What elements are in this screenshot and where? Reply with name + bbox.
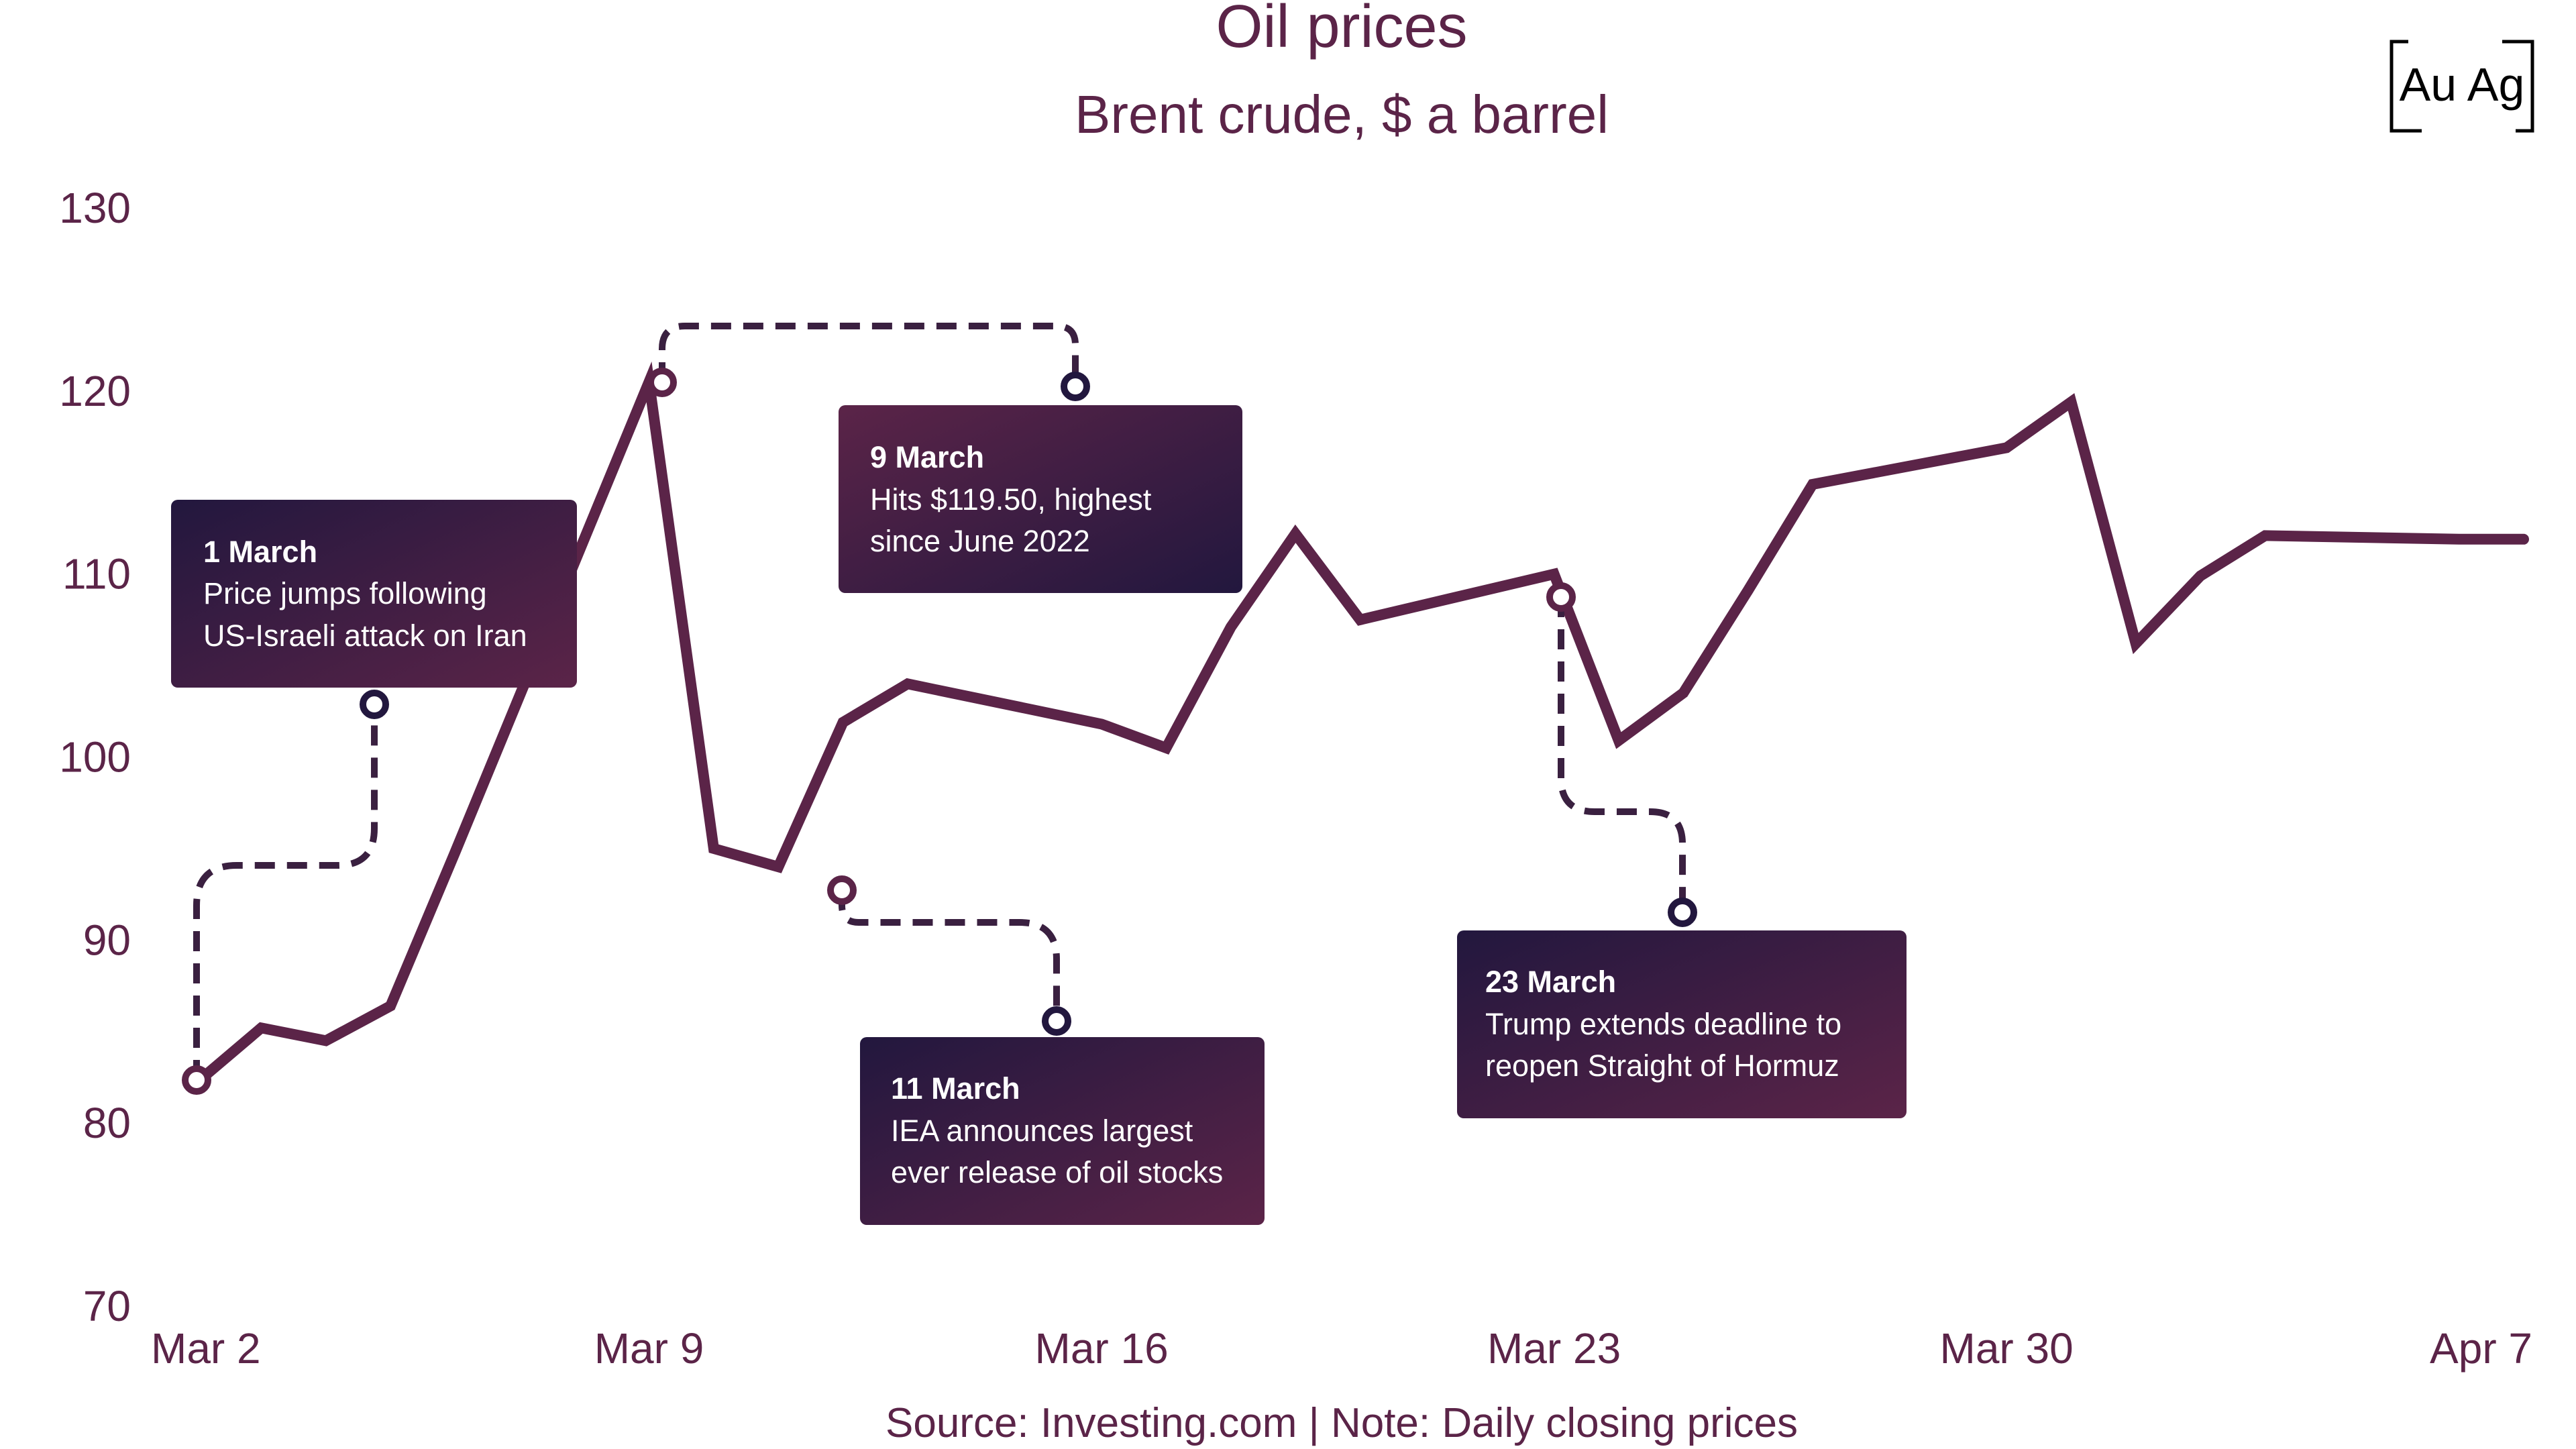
auag-logo: Au Ag (2390, 40, 2534, 133)
chart-title: Oil prices (1216, 0, 1467, 60)
x-tick-label: Apr 7 (2430, 1324, 2532, 1373)
annotation-box-23-march: 23 March Trump extends deadline to reope… (1457, 930, 1907, 1118)
y-tick-label: 130 (59, 184, 131, 232)
y-tick-label: 100 (59, 733, 131, 782)
annotation-line-2: since June 2022 (870, 524, 1090, 558)
connector-23-march (1558, 597, 1686, 912)
annotation-line-1: Price jumps following (203, 576, 487, 610)
marker-23-march-point (1546, 582, 1576, 612)
annotation-date: 1 March (203, 535, 317, 569)
marker-9-march-box (1061, 372, 1090, 401)
annotation-box-11-march: 11 March IEA announces largest ever rele… (860, 1037, 1265, 1225)
marker-9-march-point (647, 368, 677, 397)
marker-23-march-box (1668, 898, 1697, 927)
annotation-line-2: US-Israeli attack on Iran (203, 619, 527, 653)
chart-subtitle: Brent crude, $ a barrel (1075, 85, 1609, 144)
marker-1-march-box (360, 690, 389, 719)
x-tick-label: Mar 2 (151, 1324, 261, 1373)
annotation-line-1: Trump extends deadline to (1485, 1007, 1841, 1041)
x-tick-label: Mar 9 (594, 1324, 704, 1373)
y-tick-label: 110 (62, 550, 131, 598)
annotation-box-9-march: 9 March Hits $119.50, highest since June… (839, 405, 1242, 593)
connector-1-march (193, 704, 378, 1080)
y-tick-label: 80 (83, 1099, 131, 1147)
x-tick-label: Mar 16 (1035, 1324, 1169, 1373)
annotation-date: 9 March (870, 440, 984, 474)
marker-11-march-point (827, 875, 857, 905)
annotation-connectors (193, 323, 1686, 1080)
marker-1-march-point (182, 1065, 211, 1095)
y-axis: 70 80 90 100 110 120 130 (59, 184, 131, 1330)
connector-11-march (839, 890, 1060, 1021)
connector-9-march (659, 323, 1079, 386)
logo-text: Au Ag (2400, 58, 2525, 111)
annotation-date: 23 March (1485, 965, 1616, 999)
y-tick-label: 90 (83, 916, 131, 964)
y-tick-label: 70 (83, 1282, 131, 1330)
x-tick-label: Mar 30 (1940, 1324, 2074, 1373)
annotation-line-2: ever release of oil stocks (891, 1155, 1223, 1189)
source-note: Source: Investing.com | Note: Daily clos… (885, 1400, 1798, 1446)
x-axis: Mar 2 Mar 9 Mar 16 Mar 23 Mar 30 Apr 7 (151, 1324, 2532, 1373)
annotation-date: 11 March (891, 1071, 1020, 1106)
annotation-line-2: reopen Straight of Hormuz (1485, 1049, 1839, 1083)
annotation-line-1: Hits $119.50, highest (870, 482, 1152, 517)
y-tick-label: 120 (59, 367, 131, 415)
annotation-box-1-march: 1 March Price jumps following US-Israeli… (171, 500, 577, 688)
marker-11-march-box (1042, 1006, 1071, 1036)
annotation-line-1: IEA announces largest (891, 1114, 1193, 1148)
series-line-brent (191, 361, 2529, 1089)
annotation-markers (182, 368, 1697, 1095)
x-tick-label: Mar 23 (1487, 1324, 1621, 1373)
